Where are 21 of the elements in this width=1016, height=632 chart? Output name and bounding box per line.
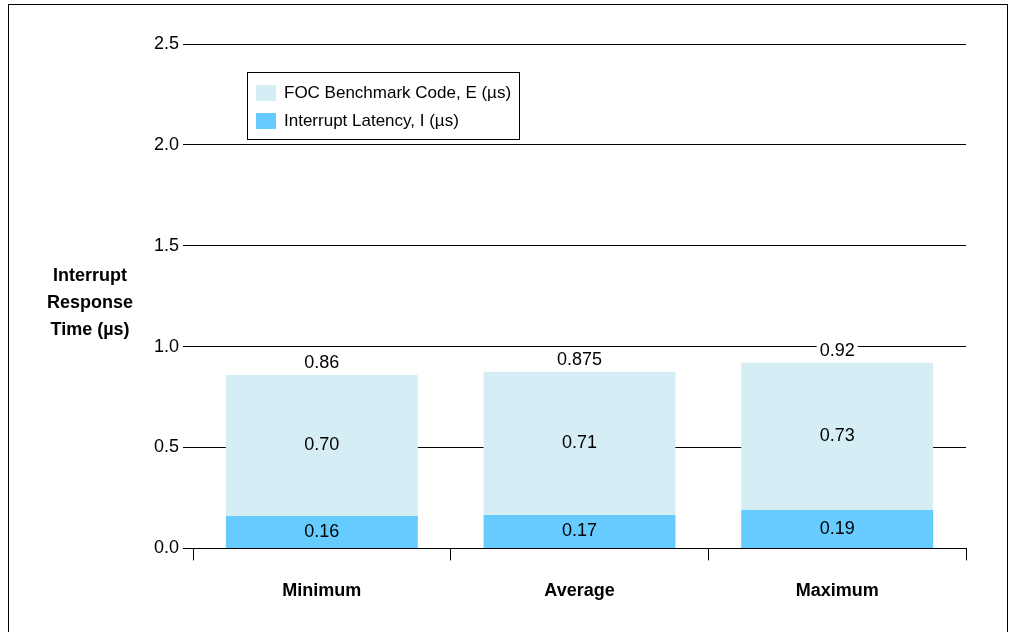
data-label: 0.17: [561, 520, 598, 541]
data-label: 0.19: [819, 517, 855, 538]
data-label: 0.71: [561, 432, 598, 453]
x-tick-label: Maximum: [795, 580, 879, 601]
data-label: 0.16: [304, 520, 340, 541]
total-label: 0.875: [556, 348, 603, 369]
data-label: 0.73: [819, 425, 855, 446]
x-tick-label: Average: [544, 580, 615, 601]
y-axis-title: Interrupt Response Time (µs): [46, 264, 134, 341]
data-label: 0.70: [304, 434, 340, 455]
total-label: 0.86: [304, 351, 340, 372]
y-tick-label: 1.5: [153, 234, 180, 255]
legend-label: Interrupt Latency, I (µs): [284, 111, 459, 131]
y-tick-label: 2.5: [153, 32, 180, 53]
y-tick-label: 0.0: [153, 537, 180, 558]
x-tick-label: Minimum: [282, 580, 362, 601]
total-label: 0.92: [819, 339, 855, 360]
y-tick-label: 2.0: [153, 133, 180, 154]
y-tick-label: 1.0: [153, 335, 180, 356]
y-tick-label: 0.5: [153, 436, 180, 457]
legend-label: FOC Benchmark Code, E (µs): [284, 83, 512, 103]
